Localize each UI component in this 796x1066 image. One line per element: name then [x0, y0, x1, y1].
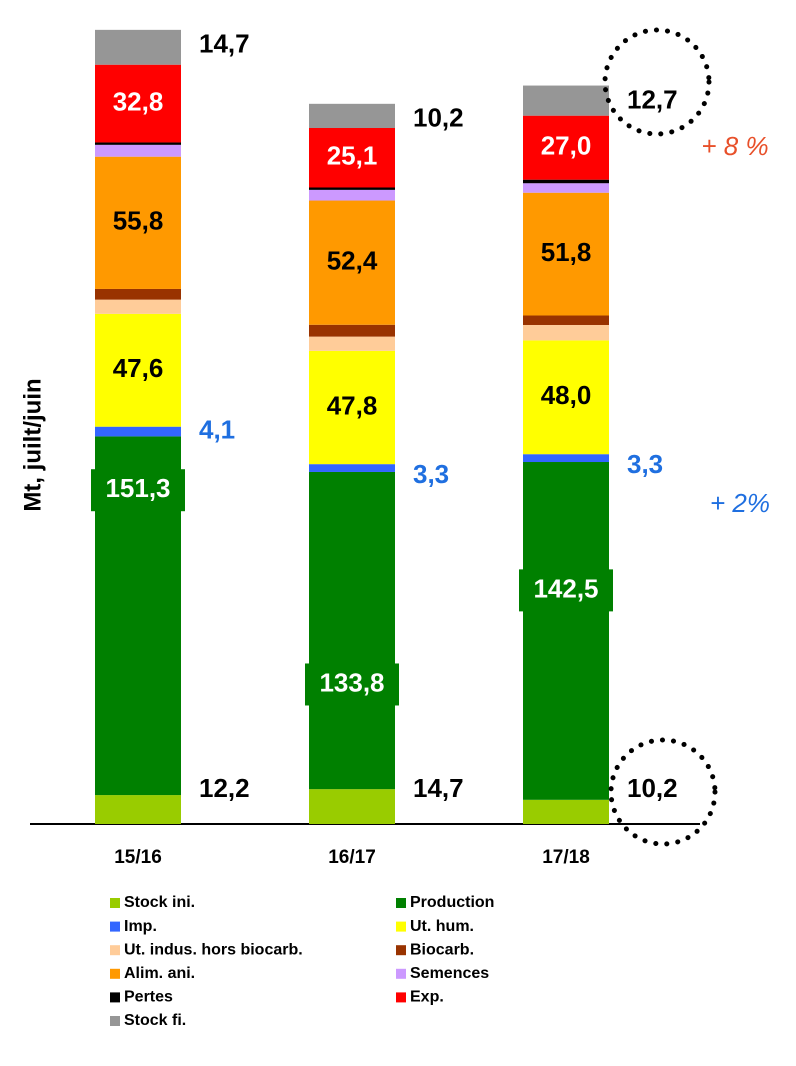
- highlight-circle: [608, 737, 718, 847]
- bar-segment: [309, 103, 395, 128]
- bar-segment: [309, 127, 395, 188]
- bar-segment: [95, 144, 181, 157]
- legend-swatch: [110, 992, 120, 1003]
- bar-segment: [95, 313, 181, 427]
- bar-segment: [523, 192, 609, 316]
- bar-segment: [523, 454, 609, 463]
- value-label: 133,8: [319, 667, 384, 697]
- legend-label: Exp.: [410, 989, 444, 1006]
- bar-segment: [95, 795, 181, 824]
- bar-segment: [523, 315, 609, 325]
- bar-segment: [95, 288, 181, 300]
- value-label: 48,0: [541, 380, 592, 410]
- legend-swatch: [110, 898, 120, 908]
- value-label: 10,2: [413, 103, 464, 133]
- legend-swatch: [110, 1016, 120, 1026]
- value-label: 47,6: [113, 353, 164, 383]
- value-label: 14,7: [199, 29, 250, 59]
- bar-segment: [523, 799, 609, 824]
- label-box: [305, 663, 399, 706]
- bar-segment: [523, 179, 609, 184]
- legend-swatch: [110, 921, 120, 932]
- bar-segment: [95, 426, 181, 437]
- legend-swatch: [396, 921, 406, 932]
- bar-segment: [95, 142, 181, 145]
- bar-segment: [523, 462, 609, 800]
- legend-label: Biocarb.: [410, 941, 474, 958]
- legend-label: Ut. hum.: [410, 918, 474, 935]
- bar-segment: [309, 336, 395, 351]
- bar-segment: [523, 183, 609, 193]
- value-label: 4,1: [199, 414, 235, 444]
- legend-swatch: [110, 945, 120, 956]
- bar-segment: [309, 187, 395, 190]
- x-tick-label: 15/16: [114, 847, 162, 868]
- label-box: [519, 569, 613, 612]
- value-label: 12,2: [199, 773, 250, 803]
- legend-label: Production: [410, 894, 494, 911]
- legend-swatch: [396, 898, 406, 908]
- bar-segment: [309, 324, 395, 337]
- annotation: + 2%: [710, 488, 770, 518]
- legend-label: Stock fi.: [124, 1012, 186, 1029]
- bar-segment: [95, 29, 181, 65]
- bar-segment: [95, 299, 181, 314]
- x-tick-label: 16/17: [328, 847, 376, 868]
- value-label: 25,1: [327, 141, 378, 171]
- highlight-circle: [602, 27, 712, 137]
- bar-segment: [523, 324, 609, 341]
- bar-segment: [95, 156, 181, 289]
- legend-label: Ut. indus. hors biocarb.: [124, 941, 303, 958]
- value-label: 51,8: [541, 237, 592, 267]
- bar-segment: [523, 340, 609, 455]
- bar-segment: [309, 789, 395, 824]
- annotation: + 8 %: [701, 131, 768, 161]
- x-tick-label: 17/18: [542, 847, 590, 868]
- legend-label: Pertes: [124, 989, 173, 1006]
- legend-label: Stock ini.: [124, 894, 195, 911]
- bar-segment: [523, 85, 609, 116]
- value-label: 142,5: [533, 573, 598, 603]
- legend-swatch: [396, 968, 406, 979]
- label-box: [91, 469, 185, 512]
- value-label: 27,0: [541, 131, 592, 161]
- bar-segment: [309, 471, 395, 790]
- legend-swatch: [396, 945, 406, 956]
- value-label: 55,8: [113, 206, 164, 236]
- bar-segment: [309, 200, 395, 325]
- value-label: 10,2: [627, 773, 678, 803]
- value-label: 47,8: [327, 390, 378, 420]
- value-label: 12,7: [627, 84, 678, 114]
- bar-segment: [309, 350, 395, 465]
- bar-segment: [523, 115, 609, 180]
- bar-segment: [95, 64, 181, 143]
- y-axis-label: Mt, juilt/juin: [19, 378, 46, 511]
- value-label: 3,3: [413, 459, 449, 489]
- value-label: 151,3: [105, 473, 170, 503]
- legend-swatch: [396, 992, 406, 1003]
- bar-segment: [309, 189, 395, 201]
- value-label: 52,4: [327, 246, 378, 276]
- value-label: 14,7: [413, 773, 464, 803]
- legend-label: Semences: [410, 965, 489, 982]
- value-label: 32,8: [113, 86, 164, 116]
- legend-swatch: [110, 968, 120, 979]
- value-label: 3,3: [627, 449, 663, 479]
- bar-segment: [309, 464, 395, 472]
- legend-label: Imp.: [124, 918, 157, 935]
- legend-label: Alim. ani.: [124, 965, 195, 982]
